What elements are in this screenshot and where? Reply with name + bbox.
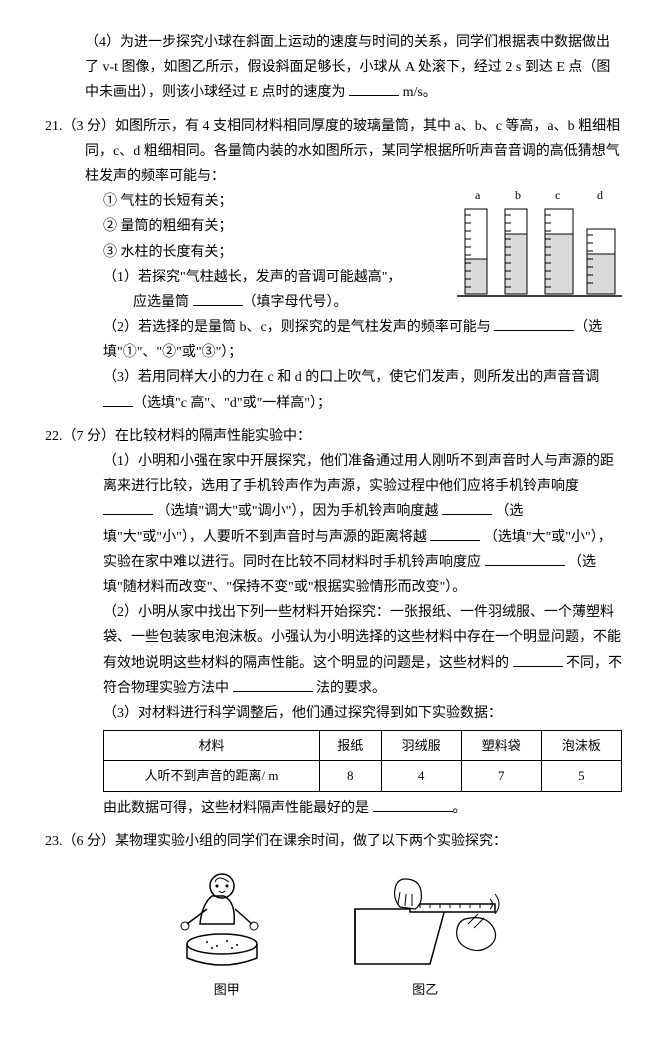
q21-s3-blank[interactable] (103, 391, 133, 407)
q21-s3b: （选填"c 高"、"d"或"一样高"）； (133, 396, 331, 411)
q22-s2c: 法的要求。 (316, 681, 386, 696)
q22-s1-blank3[interactable] (430, 525, 480, 541)
q22-s1-blank4[interactable] (485, 550, 565, 566)
val-1: 4 (381, 761, 461, 791)
q22-s1-blank2[interactable] (442, 499, 492, 515)
q21-s1c: （填字母代号）。 (243, 295, 348, 310)
q22-s3b: 由此数据可得，这些材料隔声性能最好的是 (103, 801, 373, 816)
th-2: 羽绒服 (381, 731, 461, 761)
q23-fig2: 图乙 (350, 864, 500, 1001)
row-label: 人听不到声音的距离/ m (104, 761, 320, 791)
q21-s1b: 应选量筒 (133, 295, 193, 310)
q21-s2a: （2）若选择的是量筒 b、c，则探究的是气柱发声的频率可能与 (103, 320, 494, 335)
q22-s2-blank2[interactable] (233, 676, 313, 692)
label-d: d (597, 189, 603, 202)
val-2: 7 (461, 761, 541, 791)
th-4: 泡沫板 (541, 731, 621, 761)
q21-figure: a b c d (457, 189, 622, 304)
q22-table: 材料 报纸 羽绒服 塑料袋 泡沫板 人听不到声音的距离/ m 8 4 7 5 (103, 730, 622, 792)
q22-s3: （3）对材料进行科学调整后，他们通过探究得到如下实验数据： (45, 701, 622, 726)
label-b: b (515, 189, 521, 202)
q21-s2-blank[interactable] (494, 315, 574, 331)
val-3: 5 (541, 761, 621, 791)
q20-4-text: （4）为进一步探究小球在斜面上运动的速度与时间的关系，同学们根据表中数据做出了 … (85, 35, 610, 100)
label-c: c (555, 189, 560, 202)
th-0: 材料 (104, 731, 320, 761)
q23-cap2: 图乙 (350, 978, 500, 1001)
q23-fig1: 图甲 (167, 864, 287, 1001)
q20-4-blank[interactable] (349, 80, 399, 96)
th-3: 塑料袋 (461, 731, 541, 761)
q22-s3c: 。 (453, 801, 467, 816)
q22-s3-blank[interactable] (373, 796, 453, 812)
q22-s1b: （选填"调大"或"调小"），因为手机铃声响度越 (157, 504, 442, 519)
q22-s2-blank1[interactable] (513, 651, 563, 667)
q22-s1-blank1[interactable] (103, 499, 153, 515)
q23-header: 23.（6 分）某物理实验小组的同学们在课余时间，做了以下两个实验探究： (45, 829, 622, 854)
label-a: a (475, 189, 481, 202)
val-0: 8 (320, 761, 382, 791)
th-1: 报纸 (320, 731, 382, 761)
q22-s1a: （1）小明和小强在家中开展探究，他们准备通过用人刚听不到声音时人与声源的距离来进… (103, 454, 614, 494)
q22-header: 22.（7 分）在比较材料的隔声性能实验中： (45, 424, 622, 449)
q21-s1-blank[interactable] (193, 290, 243, 306)
q21-header: 21.（3 分）如图所示，有 4 支相同材料相同厚度的玻璃量筒，其中 a、b、c… (45, 114, 622, 190)
q23-cap1: 图甲 (167, 978, 287, 1001)
q20-4-unit: m/s。 (399, 85, 437, 100)
q21-s3a: （3）若用同样大小的力在 c 和 d 的口上吹气，使它们发声，则所发出的声音音调 (103, 370, 599, 385)
